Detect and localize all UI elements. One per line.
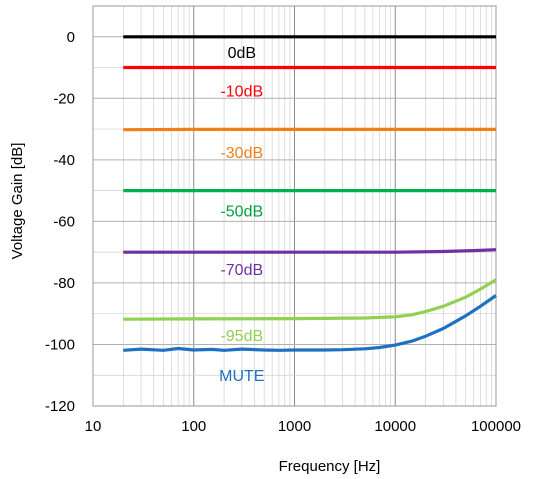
series-line [123, 294, 497, 352]
plot-frame [92, 5, 497, 407]
x-axis-title: Frequency [Hz] [279, 458, 381, 475]
x-tick-label: 1000 [278, 418, 311, 435]
series-label: -30dB [220, 145, 263, 162]
x-tick-label: 10000 [374, 418, 416, 435]
series-label: MUTE [219, 368, 264, 385]
series-label: 0dB [228, 45, 256, 62]
series-lines [123, 35, 497, 352]
x-axis-ticks: 10 100 1000 10000 100000 [85, 418, 521, 435]
series-line [123, 278, 497, 321]
y-tick-label: -120 [45, 398, 75, 415]
y-tick-label: 0 [67, 29, 75, 46]
y-tick-label: -40 [53, 152, 75, 169]
y-axis-ticks: 0 -20 -40 -60 -80 -100 -120 [45, 29, 75, 415]
y-tick-label: -20 [53, 90, 75, 107]
grid [92, 6, 497, 407]
series-line [123, 248, 497, 254]
y-tick-label: -100 [45, 336, 75, 353]
y-tick-label: -60 [53, 213, 75, 230]
x-tick-label: 100000 [471, 418, 521, 435]
series-label: -50dB [220, 204, 263, 221]
series-label: -70dB [220, 262, 263, 279]
series-label: -10dB [220, 84, 263, 101]
x-tick-label: 100 [181, 418, 206, 435]
x-tick-label: 10 [85, 418, 102, 435]
series-labels: 0dB -10dB -30dB -50dB -70dB -95dB MUTE [219, 45, 264, 385]
y-axis-title: Voltage Gain [dB] [9, 143, 26, 260]
series-label: -95dB [220, 328, 263, 345]
y-tick-label: -80 [53, 275, 75, 292]
